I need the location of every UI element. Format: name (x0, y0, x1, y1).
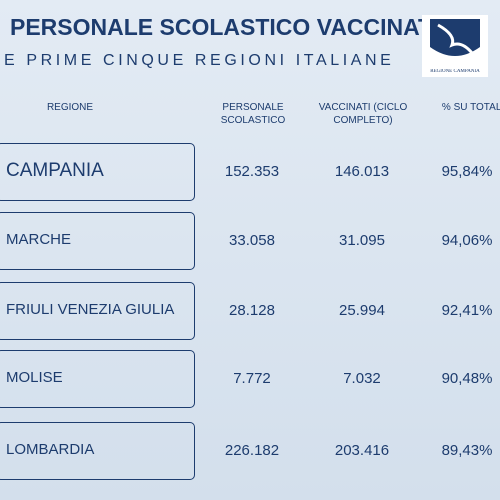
logo-emblem (430, 19, 480, 56)
region-name: MARCHE (6, 231, 72, 248)
logo: REGIONE CAMPANIA (422, 15, 488, 77)
title: PERSONALE SCOLASTICO VACCINATO (10, 14, 450, 40)
row-box (0, 350, 195, 408)
region-name: MOLISE (6, 369, 63, 386)
column-header: VACCINATI (CICLO COMPLETO) (318, 102, 408, 126)
region-name: FRIULI VENEZIA GIULIA (6, 301, 175, 318)
column-header: PERSONALE SCOLASTICO (220, 102, 286, 126)
cell-value: 152.353 (224, 163, 280, 180)
cell-value: 89,43% (441, 442, 493, 459)
cell-value: 94,06% (441, 232, 493, 249)
logo-label: REGIONE CAMPANIA (430, 69, 480, 74)
cell-value: 203.416 (334, 442, 390, 459)
region-name: LOMBARDIA (6, 441, 95, 458)
row-box (0, 282, 195, 340)
subtitle: E PRIME CINQUE REGIONI ITALIANE (4, 52, 395, 69)
cell-value: 31.095 (339, 232, 385, 249)
cell-value: 90,48% (441, 370, 493, 387)
cell-value: 25.994 (339, 302, 385, 319)
row-box (0, 212, 195, 270)
row-box (0, 422, 195, 480)
region-name: CAMPANIA (6, 160, 104, 181)
cell-value: 95,84% (441, 163, 493, 180)
cell-value: 7.772 (233, 370, 271, 387)
cell-value: 33.058 (229, 232, 275, 249)
cell-value: 146.013 (334, 163, 390, 180)
row-box (0, 143, 195, 201)
cell-value: 226.182 (224, 442, 280, 459)
cell-value: 28.128 (229, 302, 275, 319)
cell-value: 7.032 (343, 370, 381, 387)
column-header: % SU TOTALE (441, 102, 500, 113)
cell-value: 92,41% (441, 302, 493, 319)
column-header: REGIONE (46, 102, 94, 113)
